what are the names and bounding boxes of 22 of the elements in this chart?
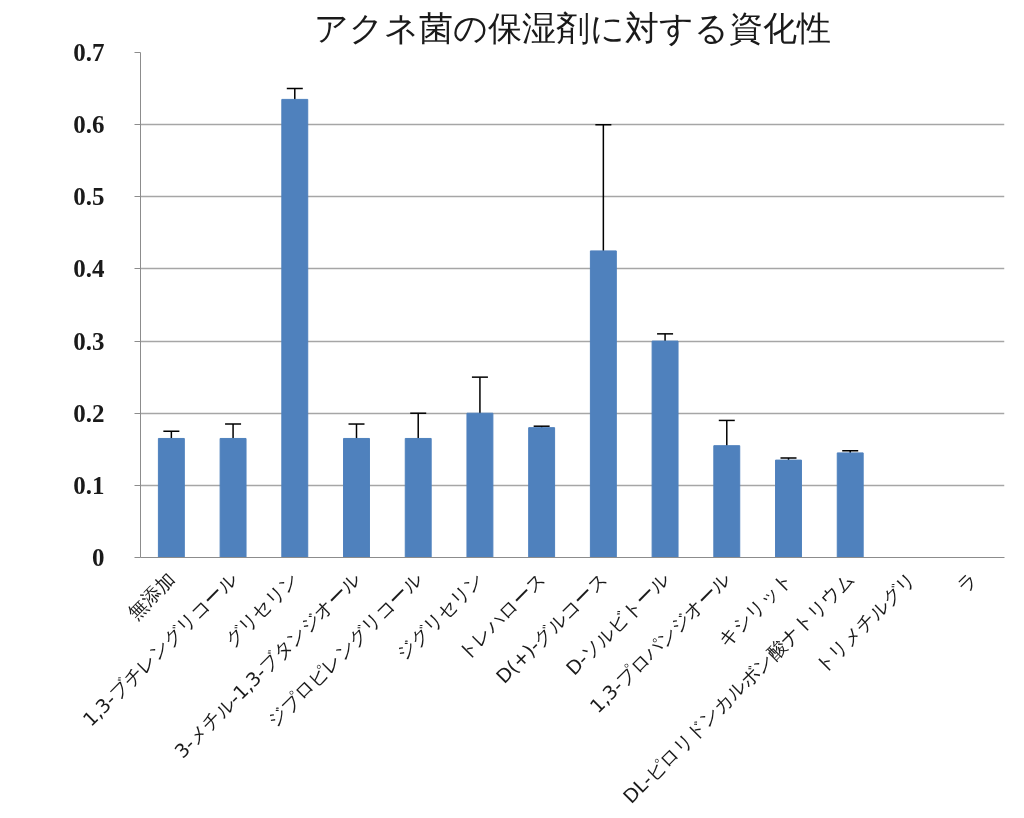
bar xyxy=(219,437,247,558)
y-tick-label: 0.3 xyxy=(73,327,105,355)
bar xyxy=(281,98,309,558)
bar xyxy=(713,445,741,558)
bar xyxy=(343,437,370,558)
y-tick-label: 0.2 xyxy=(73,399,105,427)
bar xyxy=(589,250,617,558)
bar xyxy=(651,340,679,558)
y-tick-label: 0.4 xyxy=(73,255,105,283)
bar xyxy=(404,437,432,558)
chart-title: アクネ菌の保湿剤に対する資化性 xyxy=(314,7,831,48)
bar xyxy=(528,427,556,558)
bar xyxy=(157,437,185,558)
y-tick-label: 0.1 xyxy=(73,471,105,499)
x-tick-label: ラ xyxy=(952,567,982,597)
bar xyxy=(466,412,494,558)
y-tick-label: 0.7 xyxy=(73,39,105,66)
y-tick-label: 0 xyxy=(92,544,105,571)
bar xyxy=(775,459,802,558)
y-tick-label: 0.5 xyxy=(73,183,105,211)
y-tick-label: 0.6 xyxy=(73,111,105,139)
bar xyxy=(836,452,864,558)
